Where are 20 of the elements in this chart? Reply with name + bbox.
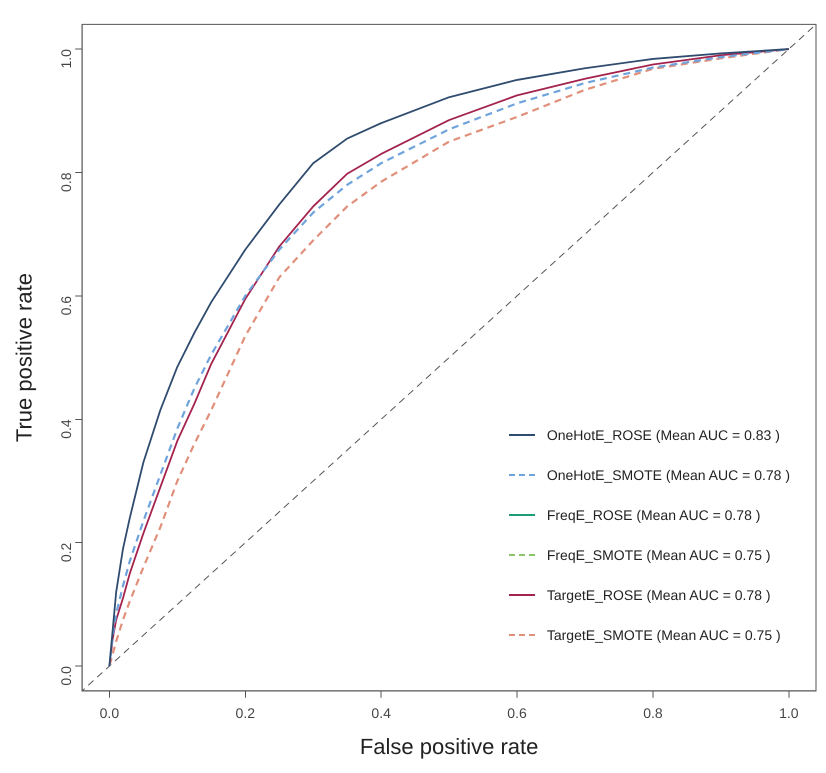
x-axis-title: False positive rate [360, 734, 538, 759]
legend-label: FreqE_SMOTE (Mean AUC = 0.75 ) [546, 547, 771, 563]
x-tick-label: 0.0 [100, 705, 120, 722]
y-tick-label: 0.2 [58, 542, 74, 562]
x-tick-label: 0.4 [371, 705, 392, 722]
y-axis-title: True positive rate [11, 273, 36, 442]
y-tick-label: 0.0 [58, 666, 74, 686]
legend-label: TargetE_ROSE (Mean AUC = 0.78 ) [546, 587, 771, 603]
x-tick-label: 0.2 [236, 705, 256, 722]
legend-label: FreqE_ROSE (Mean AUC = 0.78 ) [546, 507, 760, 523]
y-tick-label: 0.4 [58, 419, 74, 439]
legend-label: OneHotE_ROSE (Mean AUC = 0.83 ) [546, 427, 780, 443]
y-tick-label: 0.8 [58, 172, 74, 192]
x-tick-label: 0.8 [643, 705, 663, 722]
legend-label: OneHotE_SMOTE (Mean AUC = 0.78 ) [546, 467, 790, 483]
legend-label: TargetE_SMOTE (Mean AUC = 0.75 ) [546, 627, 781, 643]
y-tick-label: 1.0 [58, 48, 74, 69]
x-tick-label: 1.0 [779, 705, 799, 722]
x-tick-label: 0.6 [507, 705, 527, 722]
y-tick-label: 0.6 [58, 296, 74, 316]
